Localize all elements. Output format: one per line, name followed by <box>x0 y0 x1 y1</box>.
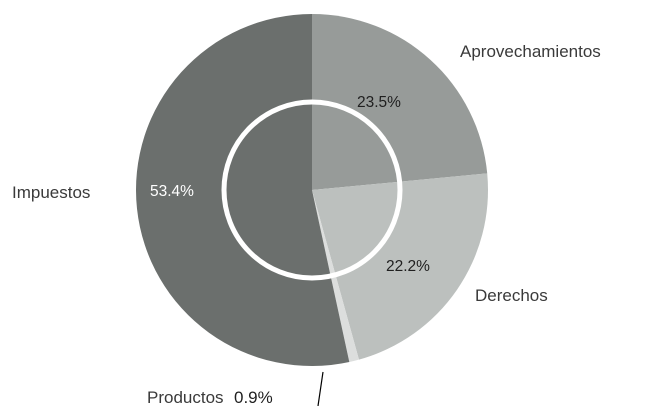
pie-slice-aprovechamientos <box>312 14 488 190</box>
percent-label-impuestos: 53.4% <box>150 183 194 200</box>
pie-slice-derechos <box>312 173 488 360</box>
productos-name: Productos <box>147 388 224 406</box>
productos-leader-line <box>317 371 324 406</box>
productos-value: 0.9% <box>234 388 273 406</box>
category-label-derechos: Derechos <box>475 286 548 305</box>
category-label-impuestos: Impuestos <box>12 183 90 202</box>
percent-label-derechos: 22.2% <box>386 258 430 275</box>
category-label-productos: Productos 0.9% <box>147 388 273 406</box>
inner-ring <box>221 99 403 281</box>
percent-label-aprovechamientos: 23.5% <box>357 94 401 111</box>
category-label-aprovechamientos: Aprovechamientos <box>460 42 601 61</box>
